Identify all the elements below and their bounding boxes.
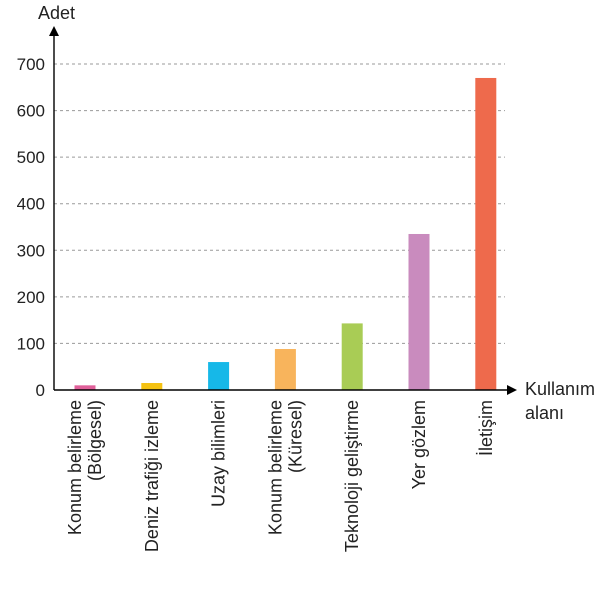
category-label-line: Konum belirleme	[265, 400, 285, 535]
category-label-3: Uzay bilimleri	[209, 400, 229, 507]
category-label-line: Deniz trafiği izleme	[142, 400, 162, 552]
category-label-7: İletişim	[476, 400, 496, 456]
category-label-line: Konum belirleme	[65, 400, 85, 535]
grid-lines	[54, 63, 505, 344]
x-axis-title: Kullanım alanı	[525, 379, 600, 423]
y-tick-labels: 0 100 200 300 400 500 600 700	[17, 55, 45, 400]
y-axis-title: Adet	[38, 3, 75, 23]
bars	[74, 77, 497, 390]
y-tick-label: 400	[17, 195, 45, 214]
y-tick-label: 600	[17, 102, 45, 121]
x-axis-title-line-2: alanı	[525, 403, 564, 423]
bar-1	[74, 385, 96, 390]
category-label-5: Teknoloji geliştirme	[342, 400, 362, 552]
category-label-line: (Bölgesel)	[85, 400, 105, 481]
category-labels: Konum belirleme(Bölgesel) Deniz trafiği i…	[65, 400, 496, 552]
axes	[49, 26, 517, 395]
y-tick-label: 200	[17, 288, 45, 307]
category-label-line: (Küresel)	[285, 400, 305, 473]
category-label-6: Yer gözlem	[409, 400, 429, 489]
x-axis-arrow-icon	[507, 385, 517, 395]
bar-5	[341, 323, 363, 390]
y-tick-label: 500	[17, 148, 45, 167]
bar-3	[208, 362, 230, 390]
category-label-4: Konum belirleme(Küresel)	[265, 400, 305, 535]
bar-7	[475, 77, 497, 390]
category-label-line: İletişim	[476, 400, 496, 456]
y-tick-label: 0	[36, 381, 45, 400]
bar-6	[408, 233, 430, 390]
category-label-line: Teknoloji geliştirme	[342, 400, 362, 552]
category-label-2: Deniz trafiği izleme	[142, 400, 162, 552]
x-axis-title-line-1: Kullanım	[525, 379, 595, 399]
y-tick-label: 700	[17, 55, 45, 74]
category-label-line: Yer gözlem	[409, 400, 429, 489]
y-axis-arrow-icon	[49, 26, 59, 36]
y-tick-label: 300	[17, 241, 45, 260]
bar-4	[274, 349, 296, 390]
category-label-1: Konum belirleme(Bölgesel)	[65, 400, 105, 535]
bar-2	[141, 383, 163, 390]
category-label-line: Uzay bilimleri	[209, 400, 229, 507]
y-tick-label: 100	[17, 334, 45, 353]
